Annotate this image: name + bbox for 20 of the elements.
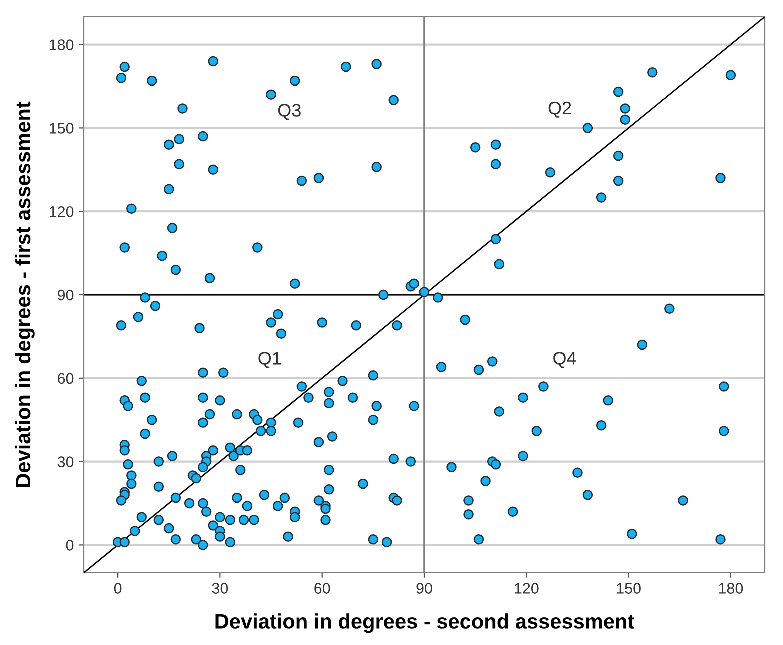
y-axis-title: Deviation in degrees - first assessment: [15, 102, 35, 487]
x-tick-label: 90: [416, 583, 432, 594]
y-tick-label: 180: [50, 40, 74, 50]
annotation: Q3: [278, 104, 301, 120]
annotation: Q2: [548, 102, 572, 118]
x-tick-label: 120: [515, 583, 539, 594]
y-tick-label: 90: [58, 290, 74, 301]
annotation: Q1: [258, 352, 282, 368]
y-tick-label: 30: [58, 456, 74, 468]
x-tick-label: 30: [212, 583, 228, 594]
annotation: Q4: [554, 352, 576, 368]
y-tick-label: 60: [58, 373, 74, 384]
x-tick-label: 0: [114, 583, 122, 594]
x-tick-label: 60: [314, 583, 330, 594]
y-tick-label: 0: [66, 540, 74, 551]
x-tick-label: 180: [719, 583, 744, 594]
x-tick-label: 150: [617, 583, 641, 594]
x-axis-title: Deviation in degrees - second assessment: [216, 614, 634, 634]
y-tick-label: 150: [50, 123, 74, 134]
y-tick-label: 120: [50, 206, 74, 218]
